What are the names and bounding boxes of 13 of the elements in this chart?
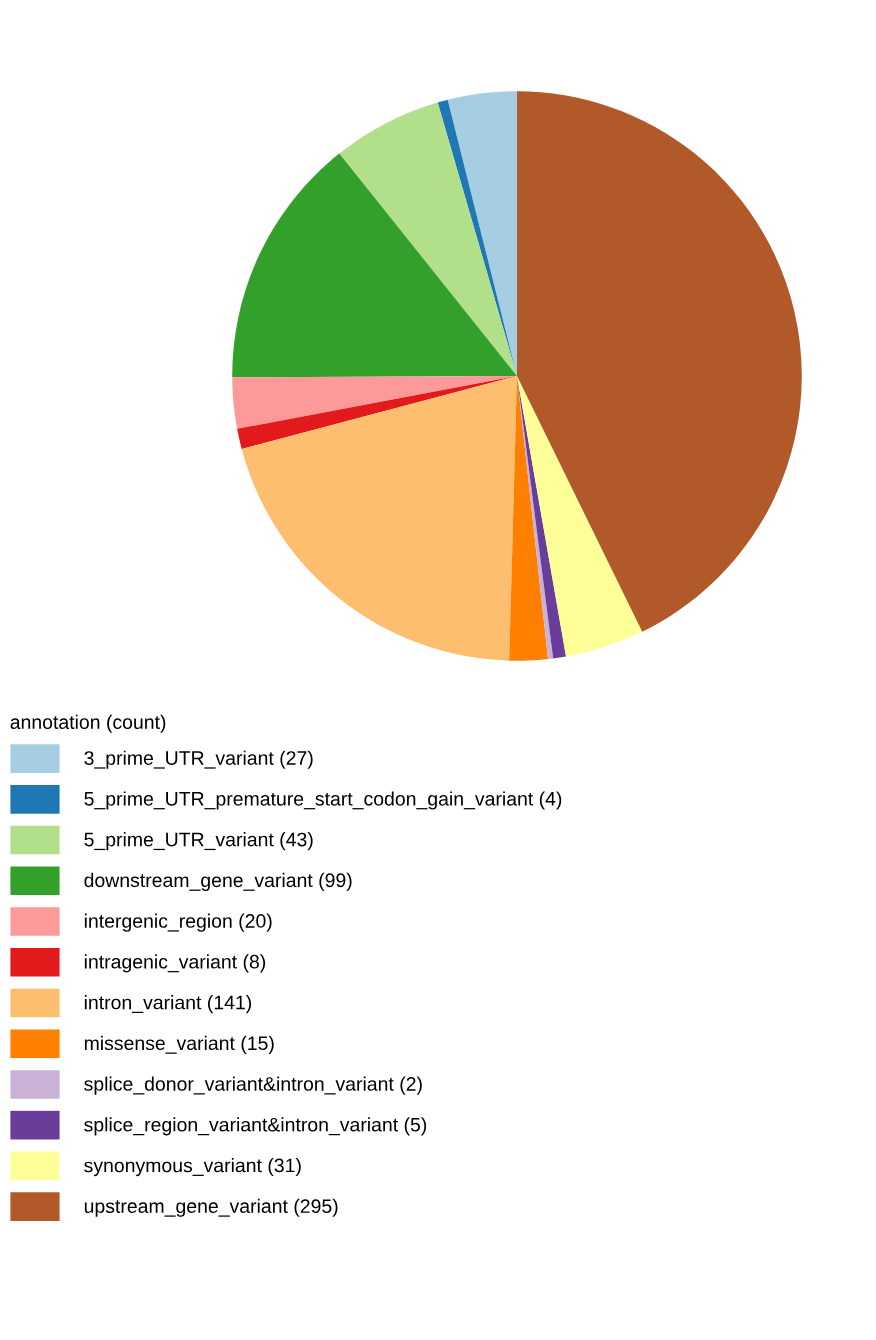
- legend-label: upstream_gene_variant (295): [84, 1198, 338, 1217]
- legend-label: intron_variant (141): [84, 995, 252, 1014]
- legend-label: downstream_gene_variant (99): [84, 872, 352, 891]
- legend-label: intergenic_region (20): [84, 913, 272, 932]
- legend-label: missense_variant (15): [84, 1035, 274, 1054]
- legend-label: synonymous_variant (31): [84, 1158, 301, 1177]
- legend-label: 3_prime_UTR_variant (27): [84, 750, 313, 769]
- legend-title: annotation (count): [10, 714, 166, 733]
- legend-label: 5_prime_UTR_variant (43): [84, 832, 313, 851]
- legend-label: 5_prime_UTR_premature_start_codon_gain_variant (4): [84, 791, 562, 810]
- legend-label: splice_donor_variant&intron_variant (2): [84, 1076, 422, 1095]
- legend-label: splice_region_variant&intron_variant (5): [84, 1117, 427, 1136]
- legend-label: intragenic_variant (8): [84, 954, 266, 973]
